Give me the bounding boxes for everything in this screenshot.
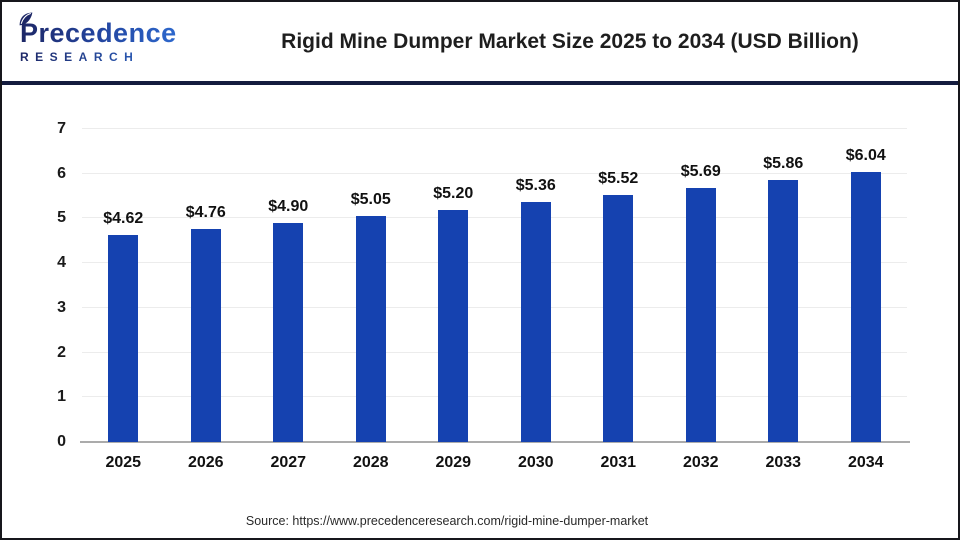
x-axis-line <box>80 441 910 443</box>
bars-row: $4.62 $4.76 $4.90 $5.05 $5.20 $5.36 $5.52 $5.69… <box>82 129 907 442</box>
bar <box>603 195 634 442</box>
bar-slot: $4.76 <box>165 129 248 442</box>
bar-slot: $5.05 <box>330 129 413 442</box>
bar-value-label: $4.90 <box>268 197 309 215</box>
x-tick-label: 2028 <box>352 454 389 471</box>
plot-area: $4.62 $4.76 $4.90 $5.05 $5.20 $5.36 $5.52 $5.69… <box>80 128 910 443</box>
bar-slot: $5.69 <box>660 129 743 442</box>
leaf-icon <box>18 11 34 27</box>
bar <box>108 235 139 442</box>
bar <box>190 229 221 442</box>
source-note: Source: https://www.precedenceresearch.c… <box>245 514 649 528</box>
y-tick-label: 1 <box>57 388 66 406</box>
bar-value-label: $5.86 <box>763 154 804 172</box>
bar-value-label: $5.69 <box>680 162 721 180</box>
bar <box>438 209 469 442</box>
y-tick-label: 3 <box>57 298 66 316</box>
gridline <box>82 306 907 308</box>
bar-slot: $5.36 <box>495 129 578 442</box>
logo-brand-text: Precedence <box>20 19 192 47</box>
header-divider <box>2 81 958 85</box>
bar-value-label: $4.62 <box>103 210 144 228</box>
y-axis-labels: 0 1 2 3 4 5 6 7 <box>30 120 66 450</box>
gridline <box>82 128 907 129</box>
x-axis-labels: 2025 2026 2027 2028 2029 2030 2031 2032 2033 2034 <box>82 454 907 472</box>
bar <box>520 202 551 442</box>
x-tick-label: 2030 <box>517 454 554 471</box>
x-tick-label: 2031 <box>600 454 637 471</box>
x-tick-label: 2033 <box>765 454 802 471</box>
bar-value-label: $5.52 <box>598 170 639 188</box>
y-tick-label: 6 <box>57 164 66 182</box>
bar-value-label: $5.05 <box>350 191 391 209</box>
gridline <box>82 217 907 219</box>
chart-title: Rigid Mine Dumper Market Size 2025 to 20… <box>281 29 859 53</box>
logo-research-text: RESEARCH <box>20 50 192 64</box>
x-tick-label: 2034 <box>847 454 884 471</box>
x-tick-label: 2027 <box>270 454 307 471</box>
gridline <box>82 396 907 398</box>
y-tick-label: 4 <box>57 254 66 272</box>
y-tick-label: 2 <box>57 343 66 361</box>
header: Precedence RESEARCH Rigid Mine Dumper Ma… <box>2 2 958 81</box>
bar-value-label: $5.36 <box>515 177 556 195</box>
y-tick-label: 7 <box>57 120 66 137</box>
x-tick-label: 2029 <box>435 454 472 471</box>
bar-slot: $6.04 <box>825 129 908 442</box>
bar <box>273 222 304 442</box>
gridline <box>82 262 907 264</box>
bar <box>685 187 716 442</box>
y-tick-label: 0 <box>57 433 66 450</box>
bar-slot: $5.52 <box>577 129 660 442</box>
bar-value-label: $5.20 <box>433 184 474 202</box>
bar-slot: $5.20 <box>412 129 495 442</box>
bar-slot: $4.90 <box>247 129 330 442</box>
precedence-logo: Precedence RESEARCH <box>19 12 192 64</box>
bar-slot: $5.86 <box>742 129 825 442</box>
bar <box>768 179 799 442</box>
x-tick-label: 2032 <box>682 454 719 471</box>
gridline <box>82 172 907 174</box>
y-tick-label: 5 <box>57 209 66 227</box>
bar-value-label: $6.04 <box>845 146 886 164</box>
x-tick-label: 2026 <box>187 454 224 471</box>
bar-value-label: $4.76 <box>185 204 226 222</box>
bar <box>850 171 881 442</box>
gridline <box>82 351 907 353</box>
bar-slot: $4.62 <box>82 129 165 442</box>
bar <box>355 216 386 442</box>
x-tick-label: 2025 <box>105 454 142 471</box>
